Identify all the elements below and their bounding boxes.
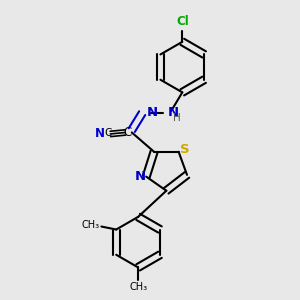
Text: CH₃: CH₃ (129, 282, 147, 292)
Text: CH₃: CH₃ (82, 220, 100, 230)
Text: H: H (173, 112, 181, 123)
Text: C: C (104, 128, 112, 138)
Text: S: S (180, 143, 190, 156)
Text: Cl: Cl (176, 15, 189, 28)
Text: N: N (135, 169, 146, 182)
Text: N: N (95, 127, 105, 140)
Text: N: N (147, 106, 158, 119)
Text: C: C (123, 126, 131, 139)
Text: N: N (168, 106, 179, 119)
